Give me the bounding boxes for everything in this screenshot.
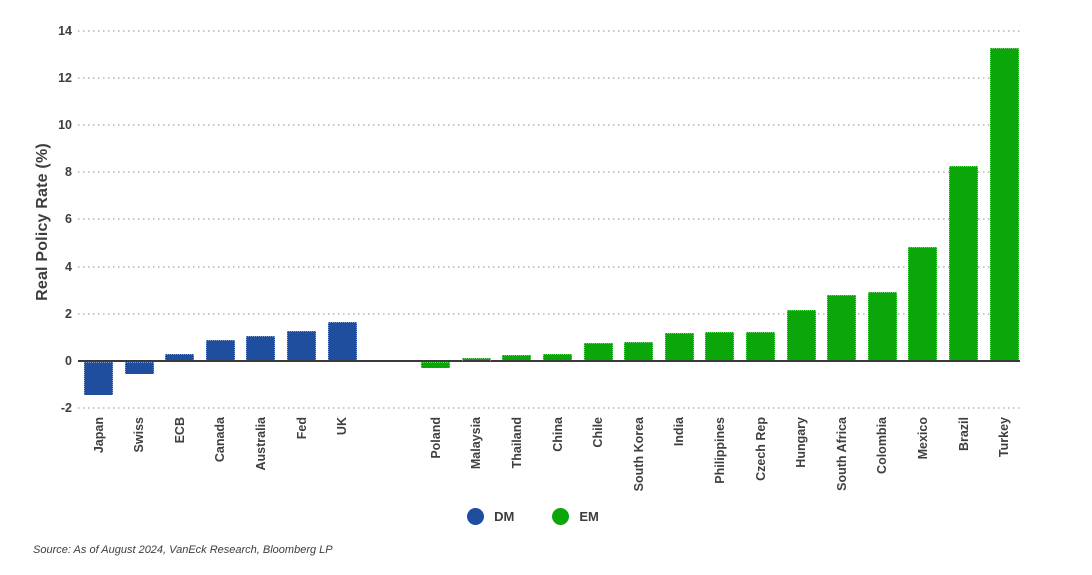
x-axis-label: Australia	[253, 417, 268, 471]
x-axis-label: India	[672, 417, 687, 447]
bar-india	[664, 332, 694, 360]
x-axis-label: Japan	[91, 417, 106, 454]
bar-ecb	[165, 354, 195, 360]
x-axis-label: Czech Rep	[753, 417, 768, 481]
bar-south-africa	[827, 295, 857, 360]
legend-dot-em-icon	[552, 507, 570, 525]
y-tick-label: 14	[58, 23, 72, 38]
bar-malaysia	[461, 357, 491, 360]
y-tick-label: 6	[65, 212, 72, 227]
legend-item-em: EM	[552, 507, 599, 525]
bar-swiss	[124, 362, 154, 374]
x-axis-label: Chile	[591, 417, 606, 448]
gridline	[78, 76, 1020, 79]
x-axis-label: South Africa	[834, 417, 849, 491]
source-note: Source: As of August 2024, VanEck Resear…	[33, 544, 333, 556]
bar-south-korea	[624, 342, 654, 360]
y-tick-label: -2	[60, 401, 72, 416]
bar-canada	[205, 339, 235, 360]
bar-colombia	[867, 291, 897, 360]
bar-japan	[84, 362, 113, 396]
gridline	[78, 265, 1020, 268]
y-tick-label: 0	[65, 354, 72, 368]
bar-poland	[421, 362, 451, 368]
x-axis-label: South Korea	[631, 417, 646, 492]
x-axis-label: ECB	[172, 417, 187, 444]
gridline	[78, 218, 1020, 221]
x-axis-line	[78, 360, 1020, 362]
legend-dot-dm-icon	[467, 507, 485, 525]
y-tick-label: 2	[65, 306, 72, 321]
bar-turkey	[989, 48, 1019, 360]
x-axis-label: Hungary	[794, 417, 809, 468]
legend: DM EM	[0, 503, 1079, 529]
bar-hungary	[786, 310, 816, 360]
y-tick-label: 8	[65, 165, 72, 180]
legend-label: EM	[579, 508, 599, 524]
x-axis-label: Poland	[428, 417, 443, 459]
x-axis-label: Canada	[213, 417, 228, 463]
x-axis-label: Mexico	[915, 417, 930, 460]
bar-chile	[583, 343, 613, 360]
bar-uk	[327, 322, 357, 360]
bar-australia	[246, 336, 276, 360]
x-axis-label: Colombia	[875, 417, 890, 474]
y-tick-label: 4	[65, 259, 72, 274]
x-axis-label: Malaysia	[469, 417, 484, 470]
bar-mexico	[908, 246, 938, 360]
y-tick-label: 12	[58, 70, 72, 85]
x-axis-label: Swiss	[132, 417, 147, 453]
x-axis-label: China	[550, 417, 565, 452]
x-axis-label: Turkey	[997, 417, 1012, 458]
x-axis-label: Fed	[294, 417, 309, 440]
gridline	[78, 29, 1020, 32]
bar-china	[543, 354, 572, 360]
legend-label: DM	[494, 508, 515, 524]
gridline	[78, 312, 1020, 315]
x-axis-label: Philippines	[712, 417, 727, 484]
bar-thailand	[502, 355, 532, 360]
gridline	[78, 171, 1020, 174]
bar-philippines	[705, 331, 735, 360]
gridline	[78, 124, 1020, 126]
bar-czech-rep	[746, 331, 775, 360]
x-axis-label: Brazil	[956, 417, 971, 452]
x-axis-label: Thailand	[509, 417, 524, 469]
x-axis-label: UK	[335, 417, 350, 436]
legend-item-dm: DM	[467, 507, 515, 525]
bar-brazil	[949, 166, 978, 360]
bar-fed	[287, 330, 316, 360]
y-tick-label: 10	[58, 118, 72, 132]
gridline	[78, 407, 1020, 410]
